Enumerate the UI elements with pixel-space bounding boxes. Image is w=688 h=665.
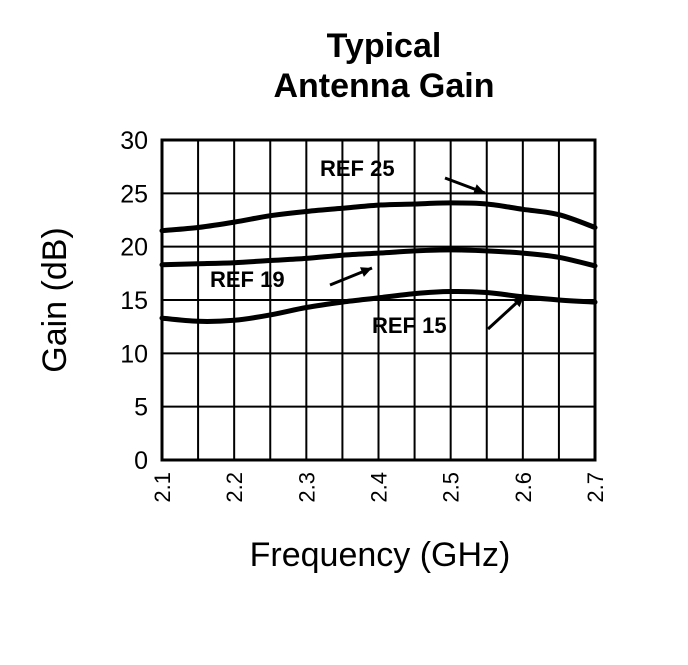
data-point-ref-19: [161, 264, 163, 266]
data-point-ref-25: [522, 208, 524, 211]
tick-labels: 0 5 10 15 20 25 30 2.1 2.2 2.3 2.4 2.5 2.6 2.7: [120, 127, 608, 503]
data-point-ref-15: [233, 319, 235, 322]
data-point-ref-15: [485, 291, 488, 294]
y-axis-label: Gain (dB): [36, 227, 74, 373]
data-point-ref-15: [161, 317, 163, 319]
data-point-ref-15: [449, 290, 452, 293]
y-tick-label: 30: [120, 127, 148, 155]
annotation-arrowhead-ref-19: [360, 267, 372, 277]
data-point-ref-25: [341, 207, 344, 210]
y-tick-label: 10: [120, 340, 148, 368]
y-tick-label: 5: [134, 394, 148, 422]
chart-title-line-2: Antenna Gain: [273, 67, 494, 105]
data-point-ref-19: [522, 252, 524, 254]
x-tick-label: 2.7: [583, 472, 608, 503]
data-point-ref-19: [485, 250, 488, 252]
data-point-ref-19: [558, 256, 560, 259]
annotation-ref-15: REF 15: [372, 313, 447, 338]
data-point-ref-15: [341, 301, 344, 303]
data-point-ref-15: [413, 292, 416, 295]
x-tick-label: 2.2: [222, 472, 247, 503]
data-point-ref-25: [233, 221, 235, 223]
data-point-ref-25: [161, 229, 163, 232]
data-point-ref-25: [269, 214, 272, 217]
annotations: REF 25 REF 19 REF 15: [210, 156, 526, 338]
data-point-ref-19: [449, 249, 452, 251]
data-point-ref-15: [269, 314, 272, 316]
chart-title-line-1: Typical: [327, 27, 442, 65]
x-tick-label: 2.3: [294, 472, 319, 503]
data-point-ref-15: [197, 320, 199, 323]
data-point-ref-19: [305, 257, 308, 260]
data-point-ref-15: [377, 297, 380, 299]
data-point-ref-19: [413, 250, 416, 252]
y-tick-label: 0: [134, 447, 148, 475]
data-point-ref-25: [594, 226, 596, 229]
data-point-ref-15: [305, 306, 308, 309]
data-point-ref-25: [485, 203, 488, 205]
data-point-ref-19: [269, 259, 272, 262]
data-point-ref-19: [197, 262, 199, 265]
data-point-ref-25: [197, 226, 199, 229]
data-point-ref-25: [413, 203, 416, 205]
annotation-ref-19: REF 19: [210, 267, 285, 292]
y-tick-label: 20: [120, 234, 148, 262]
grid: [160, 138, 597, 462]
x-tick-label: 2.5: [439, 472, 464, 503]
y-tick-label: 25: [120, 180, 148, 208]
data-point-ref-19: [233, 261, 235, 264]
data-point-ref-25: [449, 202, 452, 204]
data-point-ref-15: [558, 299, 560, 301]
x-tick-label: 2.4: [367, 472, 392, 503]
annotation-ref-25: REF 25: [320, 156, 395, 181]
annotation-arrowhead-ref-15: [512, 296, 524, 308]
data-point-ref-25: [305, 210, 308, 213]
y-tick-label: 15: [120, 287, 148, 315]
x-axis-label: Frequency (GHz): [250, 536, 511, 574]
data-point-ref-25: [377, 204, 380, 206]
data-point-ref-15: [594, 301, 596, 303]
data-point-ref-19: [377, 252, 380, 254]
x-tick-label: 2.6: [511, 472, 536, 503]
data-point-ref-19: [594, 265, 596, 267]
x-tick-label: 2.1: [150, 472, 175, 503]
data-point-ref-25: [558, 213, 560, 216]
data-point-ref-19: [341, 254, 344, 256]
annotation-arrowhead-ref-25: [473, 184, 485, 195]
